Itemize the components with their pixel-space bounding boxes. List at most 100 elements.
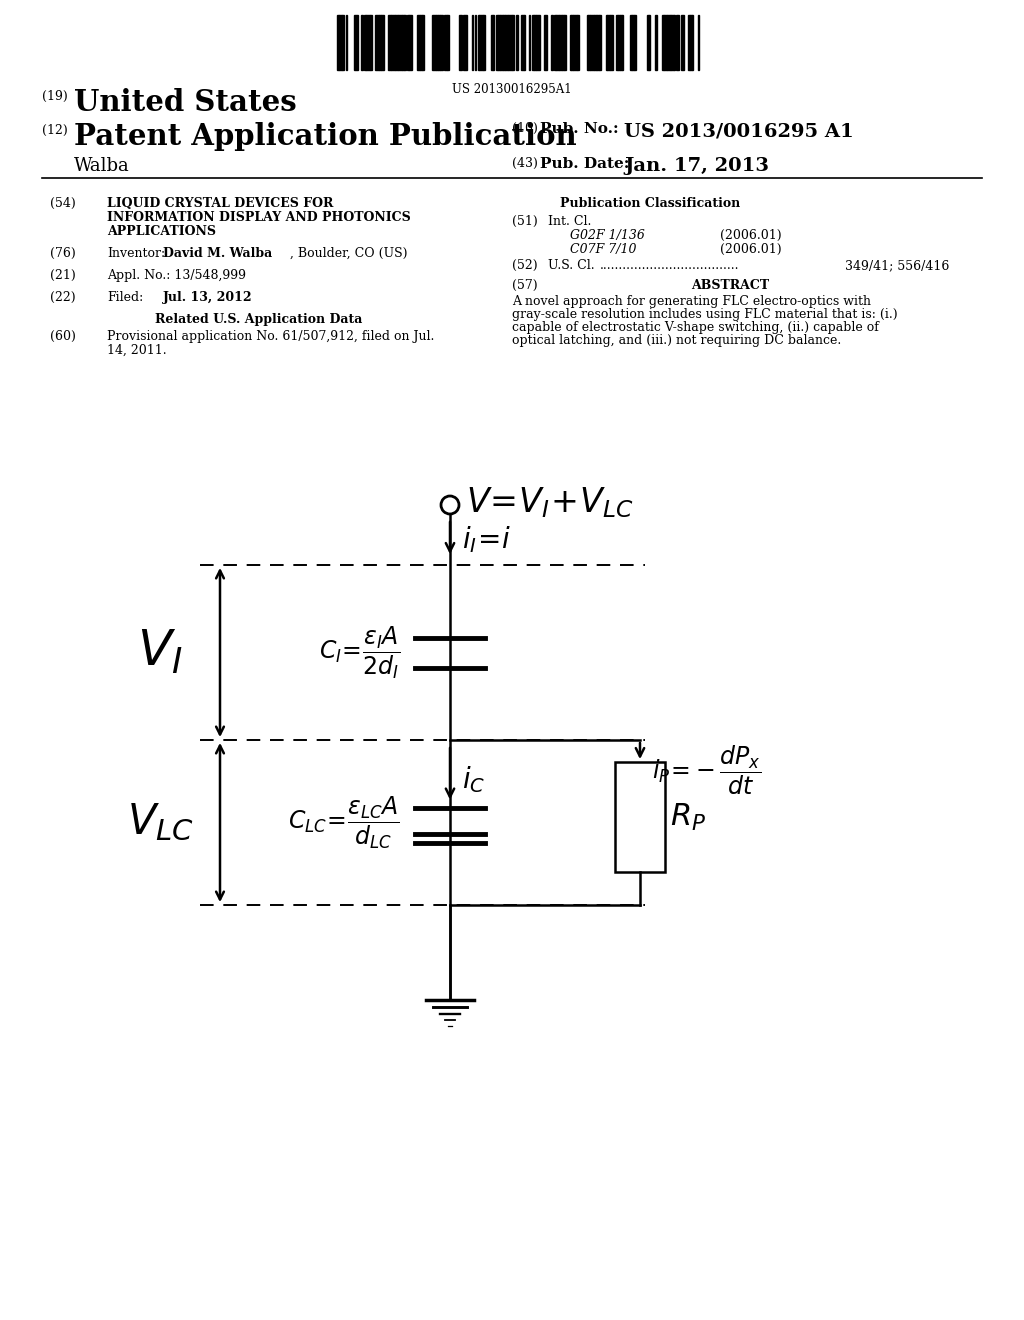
Bar (664, 15, 667, 70)
Text: , Boulder, CO (US): , Boulder, CO (US) (290, 247, 408, 260)
Bar (342, 15, 344, 70)
Bar (391, 15, 395, 70)
Text: (2006.01): (2006.01) (720, 243, 781, 256)
Bar (688, 15, 690, 70)
Bar (432, 15, 436, 70)
Text: $i_I\!=\!i$: $i_I\!=\!i$ (462, 524, 511, 554)
Bar (590, 15, 594, 70)
Bar (364, 15, 366, 70)
Text: 14, 2011.: 14, 2011. (106, 345, 167, 356)
Text: Pub. No.:: Pub. No.: (540, 121, 618, 136)
Bar (503, 15, 505, 70)
Bar (444, 15, 447, 70)
Text: (10): (10) (512, 121, 538, 135)
Text: U.S. Cl.: U.S. Cl. (548, 259, 595, 272)
Text: $V\!=\!V_I\!+\!V_{LC}$: $V\!=\!V_I\!+\!V_{LC}$ (466, 486, 634, 520)
Text: Publication Classification: Publication Classification (560, 197, 740, 210)
Text: Appl. No.: 13/548,999: Appl. No.: 13/548,999 (106, 269, 246, 282)
Bar (370, 15, 372, 70)
Bar (681, 15, 684, 70)
Text: C07F 7/10: C07F 7/10 (570, 243, 637, 256)
Text: (12): (12) (42, 124, 68, 137)
Bar (496, 15, 498, 70)
Text: $R_P$: $R_P$ (670, 801, 706, 833)
Text: INFORMATION DISPLAY AND PHOTONICS: INFORMATION DISPLAY AND PHOTONICS (106, 211, 411, 224)
Text: US 20130016295A1: US 20130016295A1 (453, 83, 571, 96)
Bar (508, 15, 512, 70)
Text: (57): (57) (512, 279, 538, 292)
Bar (366, 15, 370, 70)
Bar (404, 15, 406, 70)
Text: (21): (21) (50, 269, 76, 282)
Bar (398, 15, 402, 70)
Bar (361, 15, 362, 70)
Text: $C_{LC}\!=\!\dfrac{\varepsilon_{LC} A}{d_{LC}}$: $C_{LC}\!=\!\dfrac{\varepsilon_{LC} A}{d… (289, 795, 400, 851)
Text: optical latching, and (iii.) not requiring DC balance.: optical latching, and (iii.) not requiri… (512, 334, 842, 347)
Text: G02F 1/136: G02F 1/136 (570, 228, 645, 242)
Bar (571, 15, 573, 70)
Bar (551, 15, 553, 70)
Text: Walba: Walba (74, 157, 130, 176)
Bar (594, 15, 596, 70)
Bar (521, 15, 524, 70)
Text: APPLICATIONS: APPLICATIONS (106, 224, 216, 238)
Bar (375, 15, 379, 70)
Bar (337, 15, 339, 70)
Bar (610, 15, 613, 70)
Bar (599, 15, 601, 70)
Text: (54): (54) (50, 197, 76, 210)
Bar (573, 15, 577, 70)
Bar (483, 15, 485, 70)
Bar (422, 15, 424, 70)
Text: ABSTRACT: ABSTRACT (691, 279, 769, 292)
Bar (505, 15, 508, 70)
Text: Inventor:: Inventor: (106, 247, 165, 260)
Bar (562, 15, 564, 70)
Text: (51): (51) (512, 215, 538, 228)
Text: gray-scale resolution includes using FLC material that is: (i.): gray-scale resolution includes using FLC… (512, 308, 898, 321)
Bar (479, 15, 483, 70)
Bar (447, 15, 449, 70)
Bar (690, 15, 692, 70)
Bar (662, 15, 664, 70)
Text: Jul. 13, 2012: Jul. 13, 2012 (163, 290, 253, 304)
Bar (381, 15, 384, 70)
Bar (407, 15, 409, 70)
Bar (532, 15, 534, 70)
Text: (60): (60) (50, 330, 76, 343)
Text: United States: United States (74, 88, 297, 117)
Bar (554, 15, 556, 70)
Text: Provisional application No. 61/507,912, filed on Jul.: Provisional application No. 61/507,912, … (106, 330, 434, 343)
Text: Filed:: Filed: (106, 290, 143, 304)
Bar (339, 15, 342, 70)
Text: (22): (22) (50, 290, 76, 304)
Text: (76): (76) (50, 247, 76, 260)
Text: A novel approach for generating FLC electro-optics with: A novel approach for generating FLC elec… (512, 294, 871, 308)
Bar (395, 15, 398, 70)
Text: Jan. 17, 2013: Jan. 17, 2013 (624, 157, 769, 176)
Bar (616, 15, 618, 70)
Bar (588, 15, 590, 70)
Bar (459, 15, 462, 70)
Bar (607, 15, 610, 70)
Bar (544, 15, 547, 70)
Bar (655, 15, 657, 70)
Text: 349/41; 556/416: 349/41; 556/416 (845, 259, 949, 272)
Bar (420, 15, 422, 70)
Bar (512, 15, 514, 70)
Bar (409, 15, 412, 70)
Text: $i_C$: $i_C$ (462, 764, 485, 796)
Text: US 2013/0016295 A1: US 2013/0016295 A1 (624, 121, 854, 140)
Text: capable of electrostatic V-shape switching, (ii.) capable of: capable of electrostatic V-shape switchi… (512, 321, 879, 334)
Bar (634, 15, 636, 70)
Text: Pub. Date:: Pub. Date: (540, 157, 630, 172)
Text: ....................................: .................................... (600, 259, 739, 272)
Bar (667, 15, 670, 70)
Bar (559, 15, 562, 70)
Bar (417, 15, 420, 70)
Bar (618, 15, 620, 70)
Bar (671, 15, 674, 70)
Text: (52): (52) (512, 259, 538, 272)
Bar (632, 15, 634, 70)
Bar (620, 15, 622, 70)
